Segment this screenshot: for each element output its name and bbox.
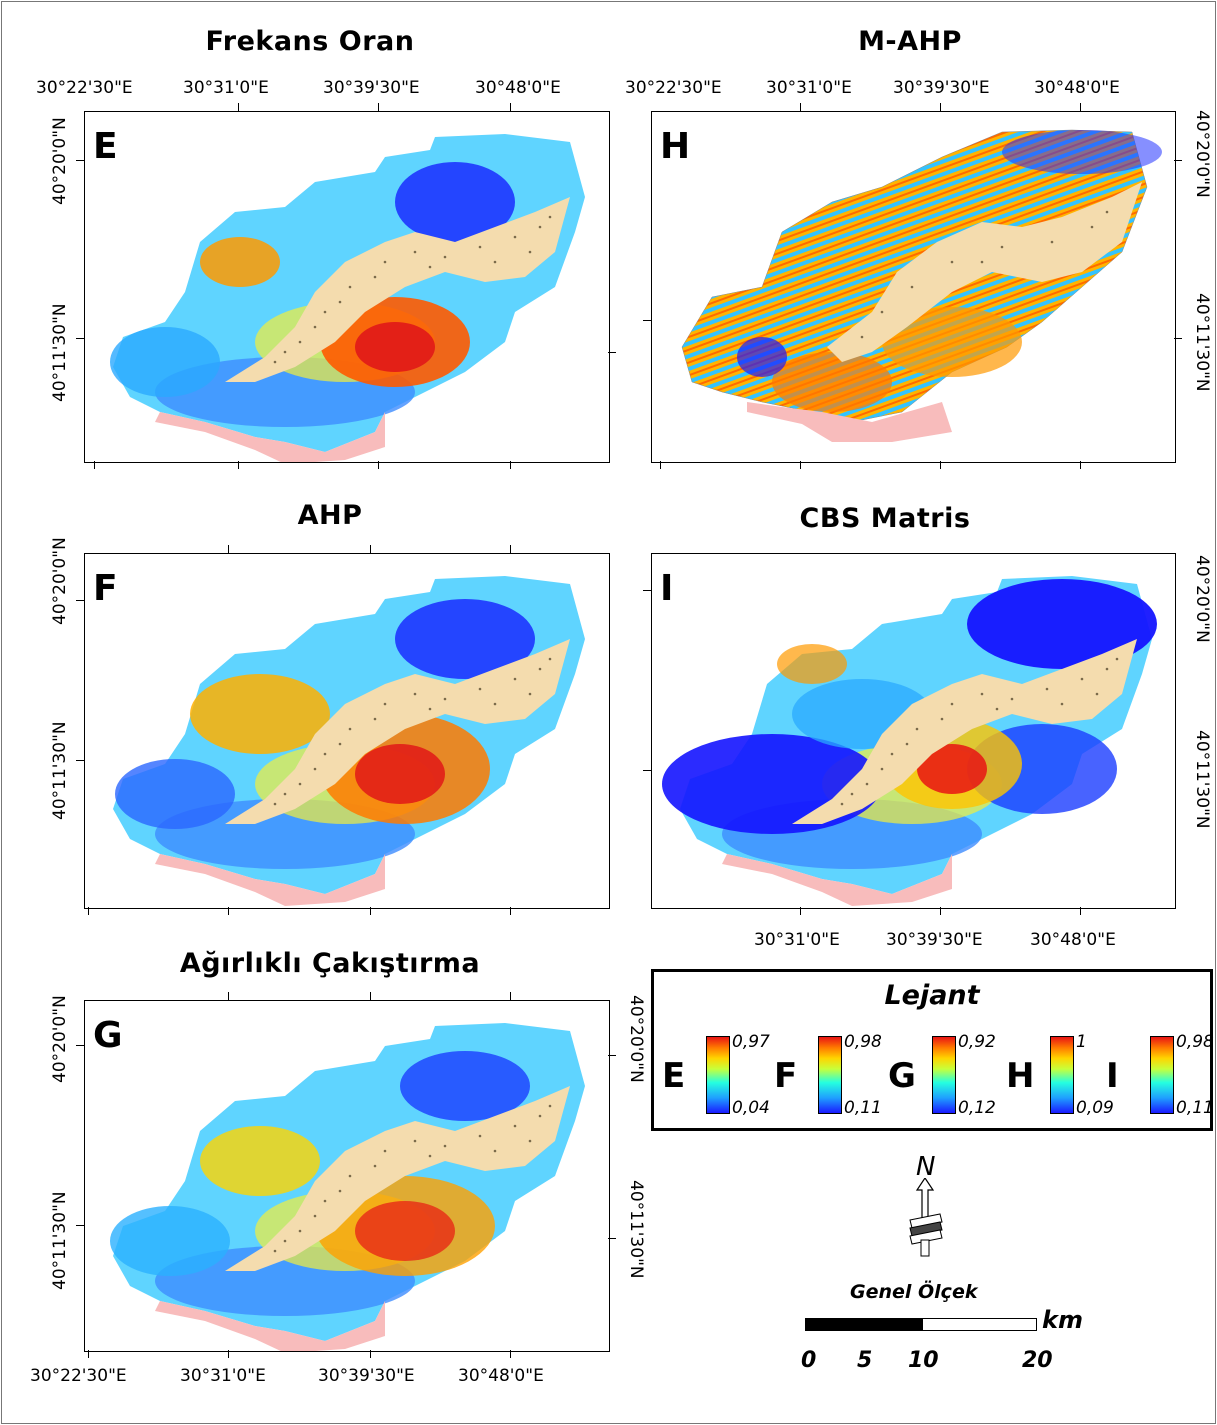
lat-label: 40°20'0"N: [1192, 110, 1212, 198]
scale-title: Genel Ölçek: [850, 1281, 978, 1303]
legend-letter: E: [662, 1056, 686, 1096]
lon-label: 30°48'0"E: [1030, 930, 1116, 950]
legend-max: 0,98: [844, 1032, 882, 1052]
legend-item-i: I 0,98 0,11: [1104, 1032, 1214, 1124]
scale-label: 10: [908, 1348, 939, 1373]
legend-letter: I: [1106, 1056, 1119, 1096]
scale-label: 5: [857, 1348, 873, 1373]
legend-color-ramp: [818, 1036, 842, 1114]
legend-item-h: H 1 0,09: [1004, 1032, 1114, 1124]
lon-label: 30°39'30"E: [318, 1366, 415, 1386]
scale-bar: [805, 1318, 1037, 1331]
legend-item-f: F 0,98 0,11: [772, 1032, 882, 1124]
lon-label: 30°39'30"E: [893, 78, 990, 98]
north-arrow-icon: [909, 1178, 943, 1257]
legend-letter: F: [774, 1056, 798, 1096]
map-panel-e: E: [84, 111, 610, 463]
panel-letter-e: E: [93, 126, 118, 167]
legend-letter: G: [888, 1056, 916, 1096]
legend-min: 0,04: [732, 1098, 770, 1118]
lat-label: 40°20'0"N: [50, 537, 70, 625]
lon-label: 30°22'30"E: [625, 78, 722, 98]
scale-label: 20: [1022, 1348, 1053, 1373]
panel-title-e: Frekans Oran: [205, 26, 415, 57]
lat-label: 40°11'30"N: [50, 303, 70, 402]
legend-min: 0,09: [1076, 1098, 1114, 1118]
map-panel-h: H: [651, 111, 1176, 463]
panel-letter-g: G: [93, 1015, 123, 1056]
susceptibility-map-e: [110, 134, 585, 462]
lat-label: 40°20'0"N: [626, 995, 646, 1083]
legend-color-ramp: [706, 1036, 730, 1114]
scale-label: 0: [801, 1348, 817, 1373]
map-panel-f: F: [84, 553, 610, 909]
lat-label: 40°11'30"N: [626, 1180, 646, 1279]
legend-item-g: G 0,92 0,12: [886, 1032, 996, 1124]
lon-label: 30°31'0"E: [754, 930, 840, 950]
susceptibility-map-g: [110, 1023, 585, 1351]
legend-item-e: E 0,97 0,04: [660, 1032, 770, 1124]
lat-label: 40°11'30"N: [50, 1191, 70, 1290]
lon-label: 30°31'0"E: [183, 78, 269, 98]
legend-max: 0,92: [958, 1032, 996, 1052]
legend-color-ramp: [932, 1036, 956, 1114]
legend-title: Lejant: [884, 980, 980, 1011]
lon-label: 30°31'0"E: [766, 78, 852, 98]
panel-title-h: M-AHP: [858, 26, 962, 57]
legend-color-ramp: [1050, 1036, 1074, 1114]
panel-letter-f: F: [93, 568, 118, 609]
lon-label: 30°22'30"E: [36, 78, 133, 98]
scale-unit: km: [1042, 1306, 1083, 1334]
panel-letter-h: H: [660, 126, 691, 167]
legend-min: 0,11: [844, 1098, 882, 1118]
lon-label: 30°31'0"E: [180, 1366, 266, 1386]
map-panel-g: G: [84, 1000, 610, 1352]
legend-min: 0,12: [958, 1098, 996, 1118]
lat-label: 40°20'0"N: [50, 995, 70, 1083]
susceptibility-map-i: [662, 576, 1157, 906]
lat-label: 40°20'0"N: [1192, 555, 1212, 643]
panel-title-g: Ağırlıklı Çakıştırma: [179, 948, 481, 979]
legend-color-ramp: [1150, 1036, 1174, 1114]
legend-max: 0,98: [1176, 1032, 1214, 1052]
lat-label: 40°11'30"N: [50, 721, 70, 820]
legend-min: 0,11: [1176, 1098, 1214, 1118]
lat-label: 40°11'30"N: [1192, 293, 1212, 392]
legend-max: 0,97: [732, 1032, 770, 1052]
lon-label: 30°48'0"E: [475, 78, 561, 98]
panel-letter-i: I: [660, 568, 674, 609]
lon-label: 30°39'30"E: [323, 78, 420, 98]
lon-label: 30°22'30"E: [30, 1366, 127, 1386]
map-panel-i: I: [651, 553, 1176, 909]
susceptibility-map-f: [113, 576, 585, 906]
north-label: N: [916, 1152, 936, 1182]
lon-label: 30°48'0"E: [458, 1366, 544, 1386]
susceptibility-map-h: [681, 129, 1162, 442]
lat-label: 40°20'0"N: [50, 117, 70, 205]
north-arrow: N: [900, 1152, 950, 1262]
panel-title-f: AHP: [297, 500, 363, 531]
legend-letter: H: [1006, 1056, 1035, 1096]
lon-label: 30°39'30"E: [886, 930, 983, 950]
legend-box: Lejant E 0,97 0,04 F 0,98 0,11 G 0,92 0,…: [651, 969, 1214, 1131]
lon-label: 30°48'0"E: [1034, 78, 1120, 98]
panel-title-i: CBS Matris: [799, 503, 971, 534]
legend-max: 1: [1076, 1032, 1087, 1052]
lat-label: 40°11'30"N: [1192, 730, 1212, 829]
